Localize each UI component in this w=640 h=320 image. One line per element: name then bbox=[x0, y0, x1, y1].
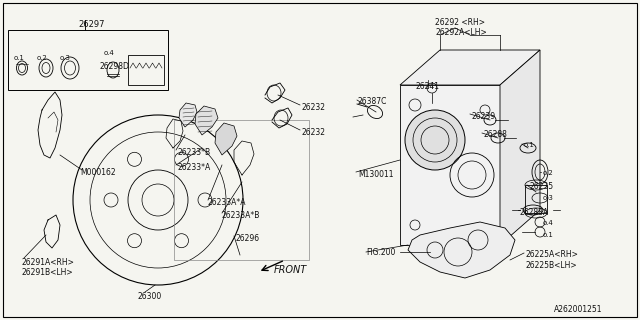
Text: 26235: 26235 bbox=[529, 182, 553, 191]
Text: 26288: 26288 bbox=[484, 130, 508, 139]
Text: o.1: o.1 bbox=[524, 142, 535, 148]
Text: FRONT: FRONT bbox=[274, 265, 307, 275]
Text: 26292 <RH>: 26292 <RH> bbox=[435, 18, 485, 27]
Text: 26288A: 26288A bbox=[520, 208, 549, 217]
Text: 26233A*B: 26233A*B bbox=[222, 211, 260, 220]
Polygon shape bbox=[215, 123, 237, 155]
Text: o.3: o.3 bbox=[543, 195, 554, 201]
Text: 26241: 26241 bbox=[415, 82, 439, 91]
Bar bbox=[128, 55, 164, 85]
Text: o.4: o.4 bbox=[104, 50, 115, 56]
Polygon shape bbox=[400, 50, 540, 85]
Text: 26387C: 26387C bbox=[358, 97, 387, 106]
Polygon shape bbox=[179, 103, 197, 127]
Text: 26233*B: 26233*B bbox=[178, 148, 211, 157]
Text: 26291B<LH>: 26291B<LH> bbox=[22, 268, 74, 277]
Text: 26239: 26239 bbox=[472, 112, 496, 121]
Text: A262001251: A262001251 bbox=[554, 305, 602, 314]
Bar bbox=[8, 30, 168, 90]
Polygon shape bbox=[195, 106, 218, 135]
Text: o.1: o.1 bbox=[14, 55, 25, 61]
Text: M000162: M000162 bbox=[80, 168, 116, 177]
Text: 26291A<RH>: 26291A<RH> bbox=[22, 258, 75, 267]
Text: o.1: o.1 bbox=[543, 232, 554, 238]
Bar bbox=[174, 120, 309, 260]
Text: o.2: o.2 bbox=[37, 55, 48, 61]
Text: 26225A<RH>: 26225A<RH> bbox=[526, 250, 579, 259]
Text: 26297: 26297 bbox=[78, 20, 104, 29]
Polygon shape bbox=[408, 222, 515, 278]
Bar bbox=[525, 185, 547, 213]
Text: 26233*A: 26233*A bbox=[178, 163, 211, 172]
Text: o.2: o.2 bbox=[543, 170, 554, 176]
Text: o.3: o.3 bbox=[60, 55, 71, 61]
Text: 26233A*A: 26233A*A bbox=[208, 198, 246, 207]
Circle shape bbox=[405, 110, 465, 170]
Text: 26232: 26232 bbox=[302, 103, 326, 112]
Polygon shape bbox=[500, 50, 540, 245]
Text: 26292A<LH>: 26292A<LH> bbox=[435, 28, 487, 37]
Text: M130011: M130011 bbox=[358, 170, 394, 179]
Text: FIG.200: FIG.200 bbox=[366, 248, 396, 257]
Text: 26296: 26296 bbox=[235, 234, 259, 243]
Text: o.4: o.4 bbox=[543, 220, 554, 226]
Bar bbox=[400, 85, 500, 245]
Text: 26232: 26232 bbox=[302, 128, 326, 137]
Text: 26300: 26300 bbox=[138, 292, 163, 301]
Text: 26298D: 26298D bbox=[100, 62, 130, 71]
Text: 26225B<LH>: 26225B<LH> bbox=[526, 261, 578, 270]
